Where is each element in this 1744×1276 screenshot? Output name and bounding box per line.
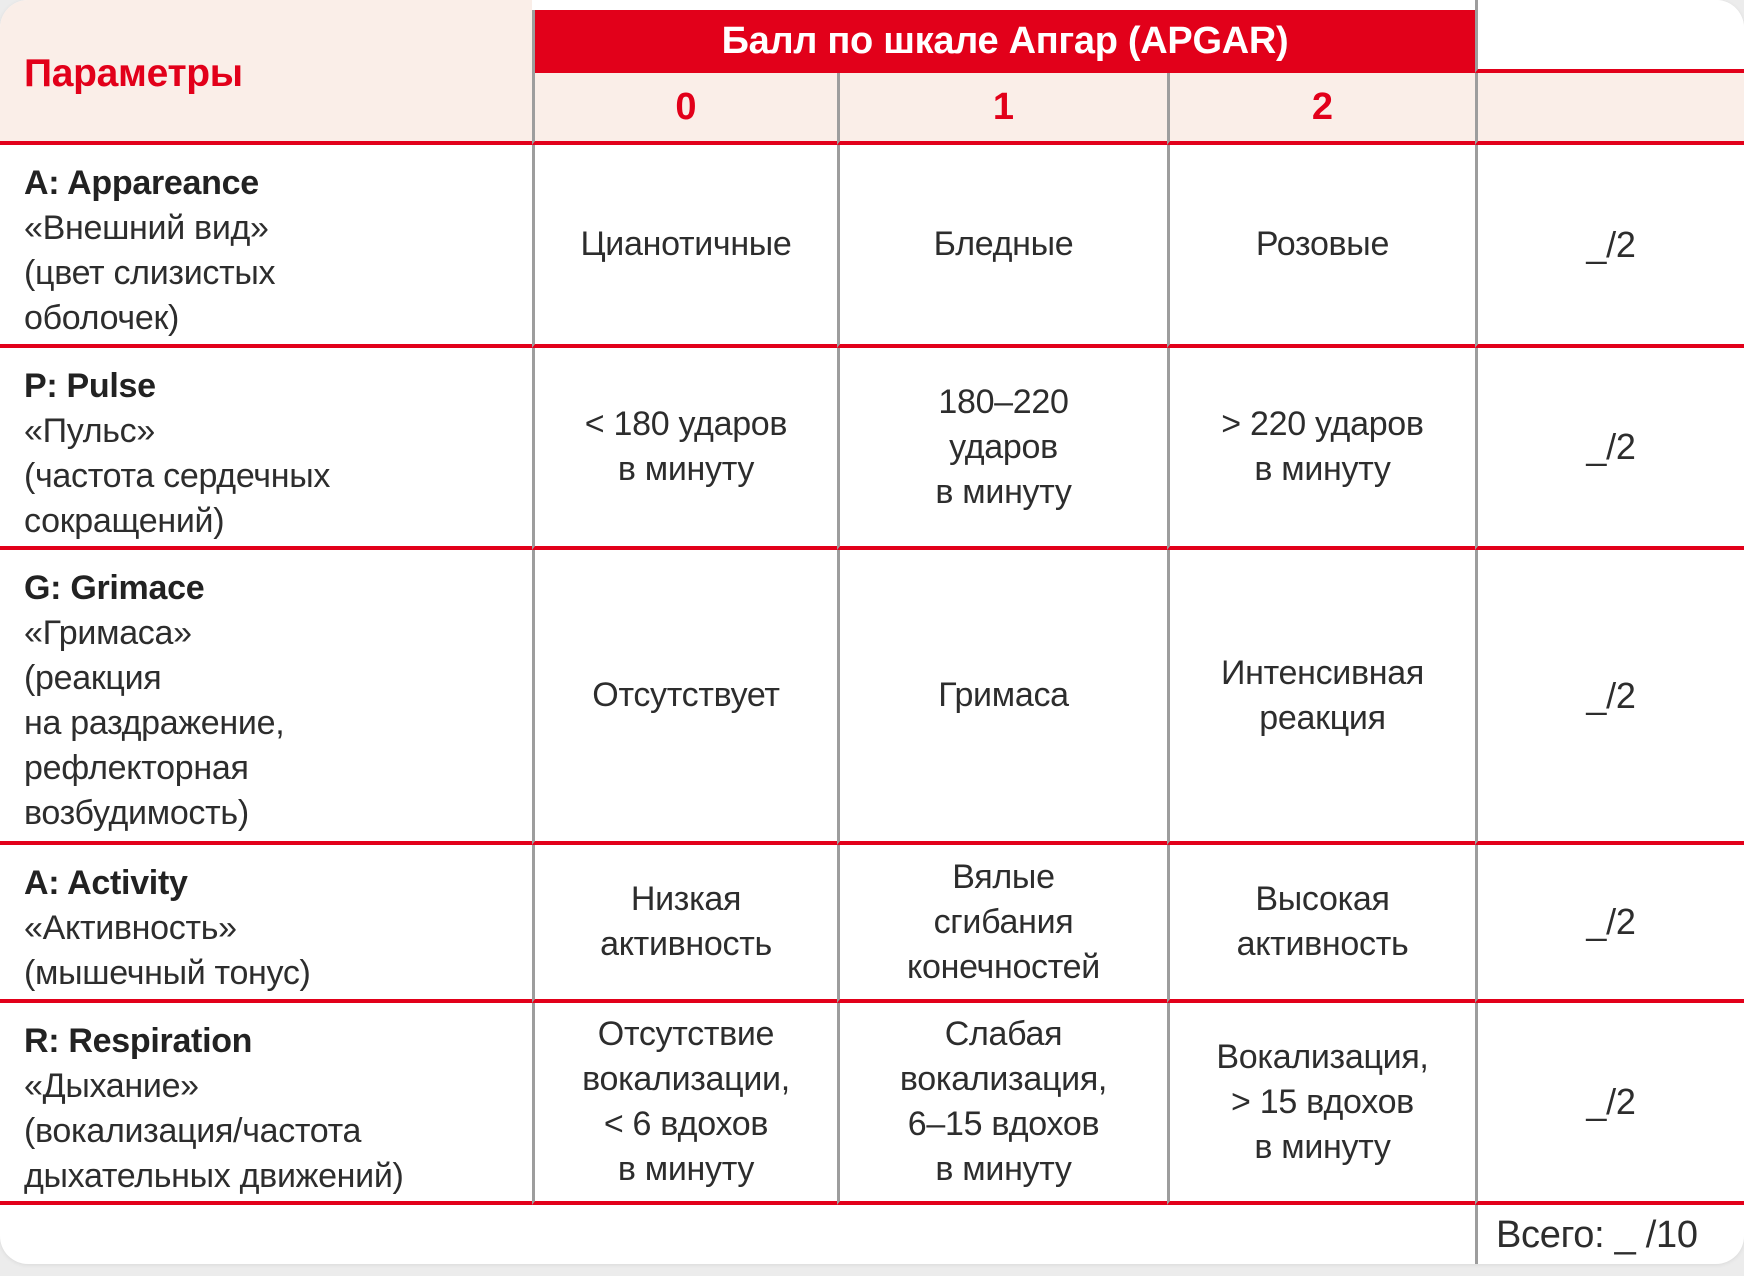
param-title: G: Grimace xyxy=(24,569,205,607)
param-title: R: Respiration xyxy=(24,1022,253,1060)
param-title: A: Appareance xyxy=(24,164,259,202)
param-cell-appareance: A: Appareance «Внешний вид» (цвет слизис… xyxy=(0,145,532,348)
score-header-1: 1 xyxy=(837,73,1167,145)
points-cell: _/2 xyxy=(1475,550,1744,845)
params-header-label: Параметры xyxy=(24,51,243,95)
param-cell-pulse: P: Pulse «Пульс» (частота сердечных сокр… xyxy=(0,348,532,550)
value-cell: Гримаса xyxy=(837,550,1167,845)
score-header-0: 0 xyxy=(532,73,837,145)
apgar-band-label: Балл по шкале Апгар (APGAR) xyxy=(721,20,1289,62)
param-cell-activity: A: Activity «Активность» (мышечный тонус… xyxy=(0,845,532,1003)
param-subtitle: «Гримаса» (реакция на раздражение, рефле… xyxy=(24,614,285,832)
value-cell: > 220 ударов в минуту xyxy=(1167,348,1475,550)
total-cell: Всего: _ /10 xyxy=(1475,1205,1744,1264)
param-subtitle: «Активность» (мышечный тонус) xyxy=(24,909,311,992)
param-subtitle: «Пульс» (частота сердечных сокращений) xyxy=(24,412,331,540)
value-cell: Отсутствует xyxy=(532,550,837,845)
points-cell: _/2 xyxy=(1475,845,1744,1003)
score-column-header-top xyxy=(1475,0,1744,73)
value-cell: Бледные xyxy=(837,145,1167,348)
value-cell: Низкая активность xyxy=(532,845,837,1003)
points-cell: _/2 xyxy=(1475,1003,1744,1205)
param-title: A: Activity xyxy=(24,864,188,902)
param-subtitle: «Внешний вид» (цвет слизистых оболочек) xyxy=(24,209,276,337)
value-cell: Вокализация, > 15 вдохов в минуту xyxy=(1167,1003,1475,1205)
points-cell: _/2 xyxy=(1475,145,1744,348)
score-header-2: 2 xyxy=(1167,73,1475,145)
score-header-points xyxy=(1475,73,1744,145)
points-cell: _/2 xyxy=(1475,348,1744,550)
param-subtitle: «Дыхание» (вокализация/частота дыхательн… xyxy=(24,1067,404,1195)
param-cell-respiration: R: Respiration «Дыхание» (вокализация/ча… xyxy=(0,1003,532,1205)
value-cell: Вялые сгибания конечностей xyxy=(837,845,1167,1003)
value-cell: Интенсивная реакция xyxy=(1167,550,1475,845)
value-cell: Розовые xyxy=(1167,145,1475,348)
value-cell: Слабая вокализация, 6–15 вдохов в минуту xyxy=(837,1003,1167,1205)
value-cell: Цианотичные xyxy=(532,145,837,348)
param-cell-grimace: G: Grimace «Гримаса» (реакция на раздраж… xyxy=(0,550,532,845)
value-cell: < 180 ударов в минуту xyxy=(532,348,837,550)
value-cell: 180–220 ударов в минуту xyxy=(837,348,1167,550)
apgar-band-header: Балл по шкале Апгар (APGAR) xyxy=(532,10,1475,73)
value-cell: Отсутствие вокализации, < 6 вдохов в мин… xyxy=(532,1003,837,1205)
value-cell: Высокая активность xyxy=(1167,845,1475,1003)
params-column-header: Параметры xyxy=(0,0,532,145)
footer-spacer xyxy=(0,1205,1475,1264)
param-title: P: Pulse xyxy=(24,367,156,405)
